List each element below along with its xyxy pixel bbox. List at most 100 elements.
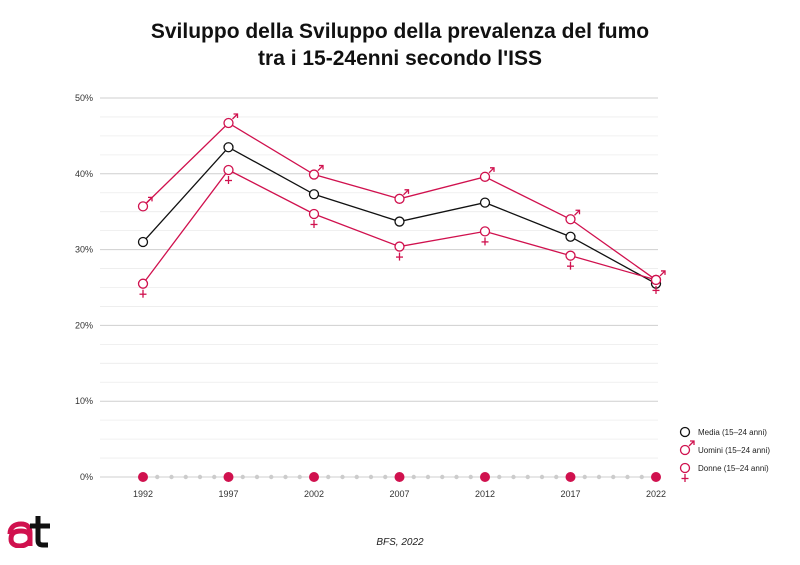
x-tick-label: 2002	[304, 489, 324, 499]
baseline-dot	[639, 474, 644, 480]
baseline-dot	[425, 474, 431, 480]
x-tick-label: 2012	[475, 489, 495, 499]
baseline-dot	[212, 474, 217, 480]
legend-item: Donne (15–24 anni)	[679, 462, 769, 482]
legend-label: Media (15–24 anni)	[698, 428, 767, 437]
data-point-circle	[565, 231, 576, 242]
series-line-female	[142, 169, 657, 285]
source-note: BFS, 2022	[376, 537, 424, 548]
data-point-female	[223, 164, 234, 176]
male-arrow-head	[148, 196, 153, 202]
female-symbol-icon	[225, 176, 232, 185]
brand-logo	[7, 516, 50, 548]
x-tick-dot	[480, 472, 490, 482]
data-point-female	[565, 250, 576, 261]
y-tick-label: 10%	[75, 396, 93, 406]
baseline-dot	[240, 474, 245, 480]
data-point-circle	[479, 197, 491, 208]
male-symbol-icon	[688, 440, 695, 447]
legend-item: Uomini (15–24 anni)	[679, 440, 770, 456]
baseline-dot	[625, 474, 630, 480]
male-symbol-icon	[232, 113, 239, 120]
baseline-dot	[183, 474, 188, 480]
data-point-male	[308, 169, 320, 180]
female-symbol-icon	[139, 289, 147, 298]
baseline-dot	[611, 474, 616, 480]
data-point-male	[223, 117, 234, 129]
y-tick-label: 0%	[80, 472, 93, 482]
female-symbol-icon	[481, 237, 489, 246]
male-arrow-head	[490, 167, 495, 172]
baseline-dot	[582, 474, 587, 480]
female-symbol-icon	[652, 285, 660, 294]
grid-lines	[100, 97, 658, 478]
axes: 0% 10% 20% 30% 40% 50% 1992 1997 2002 2007 2012 201…	[75, 93, 666, 499]
y-tick-label: 30%	[75, 245, 93, 255]
title-line-1: Sviluppo della Sviluppo della prevalenza…	[150, 20, 650, 43]
male-arrow-head	[233, 113, 239, 119]
male-symbol-icon	[659, 270, 666, 277]
legend-label: Donne (15–24 anni)	[698, 464, 769, 473]
data-point-male	[565, 214, 576, 225]
male-symbol-icon	[146, 196, 153, 203]
male-symbol-icon	[403, 189, 410, 196]
data-point-female	[308, 208, 320, 220]
male-arrow-head	[575, 209, 581, 215]
baseline-dot	[454, 474, 459, 480]
chart-title: Sviluppo della Sviluppo della prevalenza…	[0, 18, 800, 72]
series-female	[142, 169, 657, 285]
baseline-dot	[554, 474, 559, 480]
data-point-female	[394, 241, 405, 252]
baseline-dot	[596, 474, 602, 480]
data-point-female	[650, 274, 662, 286]
baseline-dot	[354, 474, 359, 480]
data-point-male	[394, 193, 405, 204]
male-arrow-shaft	[659, 270, 666, 277]
baseline-dot	[197, 474, 203, 480]
baseline-dot	[511, 474, 516, 480]
x-tick-label: 1992	[133, 489, 153, 499]
legend-marker-female	[679, 462, 691, 474]
male-symbol-icon	[317, 164, 324, 172]
x-tick-label: 1997	[218, 489, 238, 499]
x-tick-label: 2022	[646, 489, 666, 499]
baseline-dot	[254, 474, 260, 480]
male-arrow-shaft	[488, 167, 495, 174]
x-tick-dot	[651, 472, 661, 482]
y-tick-label: 50%	[75, 93, 93, 103]
female-symbol-icon	[567, 261, 574, 270]
male-arrow-shaft	[317, 165, 324, 172]
legend-marker-circle	[679, 426, 691, 438]
data-point-circle	[223, 142, 234, 153]
legend: Media (15–24 anni) Uomini (15–24 anni) Don…	[679, 426, 770, 482]
series-line-circle	[142, 146, 657, 285]
x-tick-dot	[394, 472, 405, 482]
title-line-2: tra i 15-24enni secondo l'ISS	[258, 47, 542, 70]
male-symbol-icon	[488, 167, 495, 174]
baseline-dot	[440, 474, 445, 480]
male-arrow-head	[404, 189, 410, 194]
baseline-dot	[169, 474, 174, 480]
series	[137, 113, 666, 298]
male-arrow-head	[319, 164, 324, 170]
baseline-dot	[539, 474, 545, 480]
data-point-circle	[137, 236, 149, 248]
baseline-dot	[340, 474, 345, 480]
data-point-female	[479, 226, 491, 237]
x-tick-dot	[565, 472, 576, 482]
legend-item: Media (15–24 anni)	[679, 426, 767, 438]
baseline-dot	[525, 474, 530, 480]
male-symbol-icon	[574, 209, 581, 216]
male-arrow-shaft	[688, 440, 695, 447]
male-arrow-shaft	[403, 189, 409, 196]
legend-marker-male	[679, 444, 691, 456]
female-symbol-icon	[396, 252, 403, 261]
x-tick-dot	[223, 472, 234, 482]
x-tick-label: 2017	[560, 489, 580, 499]
baseline-dot	[468, 474, 473, 480]
baseline-dot	[297, 474, 302, 480]
male-arrow-head	[661, 270, 666, 275]
data-point-female	[137, 278, 149, 289]
x-tick-dot	[138, 472, 148, 482]
